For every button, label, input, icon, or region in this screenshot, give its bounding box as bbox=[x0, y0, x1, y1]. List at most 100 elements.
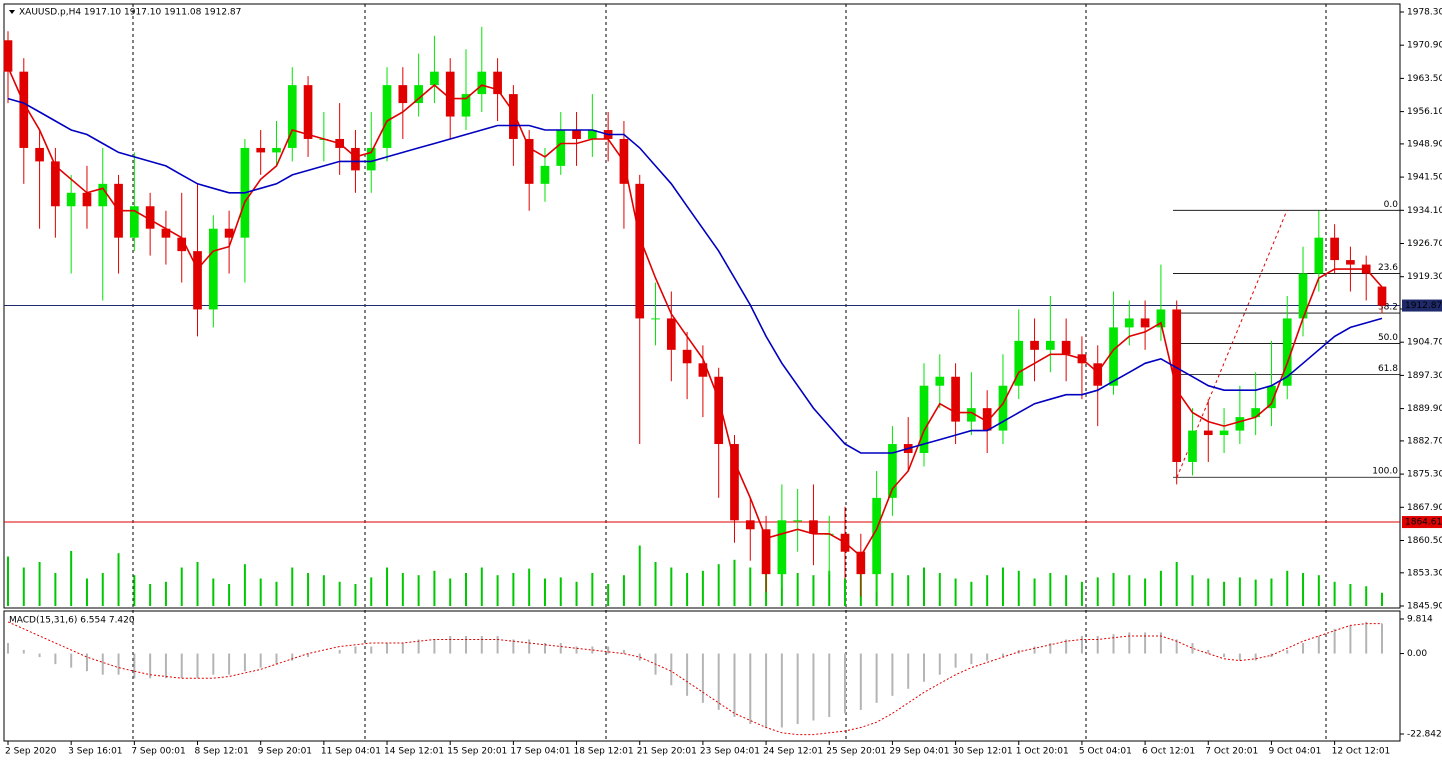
candle-body bbox=[398, 85, 408, 104]
y-tick-label: 1919.30 bbox=[1407, 272, 1442, 282]
candle-body bbox=[1298, 273, 1308, 319]
candle-body bbox=[477, 71, 487, 95]
x-tick-label: 30 Sep 12:01 bbox=[953, 747, 1013, 757]
candle-body bbox=[461, 94, 471, 117]
candle-body bbox=[287, 85, 297, 148]
candle-body bbox=[809, 520, 818, 534]
x-tick-label: 12 Oct 12:01 bbox=[1332, 747, 1391, 757]
fib-label: 61.8 bbox=[1378, 364, 1398, 374]
y-tick-label: 1875.30 bbox=[1407, 470, 1442, 480]
y-tick-label: 1934.10 bbox=[1407, 206, 1442, 216]
candle-body bbox=[193, 251, 202, 310]
x-tick-label: 11 Sep 04:01 bbox=[321, 747, 381, 757]
candle-body bbox=[382, 85, 392, 148]
candle-body bbox=[651, 318, 660, 320]
candle-body bbox=[967, 408, 976, 422]
candle-body bbox=[682, 349, 692, 364]
x-tick-label: 2 Sep 2020 bbox=[5, 747, 57, 757]
candle-body bbox=[130, 206, 139, 238]
candle-body bbox=[935, 376, 945, 386]
x-tick-label: 25 Sep 20:01 bbox=[826, 747, 886, 757]
menu-triangle bbox=[9, 10, 15, 14]
candle-body bbox=[493, 71, 502, 95]
candle-body bbox=[35, 147, 44, 162]
chart-title: XAUUSD.p,H4 1917.10 1917.10 1911.08 1912… bbox=[19, 8, 241, 18]
y-tick-label: 1904.70 bbox=[1407, 338, 1442, 348]
macd-panel-frame bbox=[3, 610, 1401, 742]
candle-body bbox=[1014, 340, 1024, 386]
candle-body bbox=[635, 183, 645, 319]
price-tag bbox=[1402, 299, 1442, 312]
x-tick-label: 17 Sep 04:01 bbox=[510, 747, 570, 757]
x-tick-label: 15 Sep 20:01 bbox=[447, 747, 507, 757]
candle-body bbox=[366, 147, 376, 171]
x-tick-label: 8 Sep 12:01 bbox=[195, 747, 249, 757]
fib-label: 50.0 bbox=[1378, 333, 1398, 343]
candle-body bbox=[666, 318, 676, 350]
candle-body bbox=[1235, 417, 1245, 431]
x-tick-label: 18 Sep 12:01 bbox=[574, 747, 634, 757]
x-tick-label: 21 Sep 20:01 bbox=[637, 747, 697, 757]
macd-signal bbox=[7, 621, 1382, 736]
x-tick-label: 29 Sep 04:01 bbox=[889, 747, 949, 757]
volume-bars bbox=[7, 545, 1383, 606]
candle-body bbox=[524, 138, 534, 184]
price-tag bbox=[1402, 516, 1442, 529]
candle-body bbox=[430, 71, 439, 86]
x-tick-label: 9 Sep 20:01 bbox=[258, 747, 312, 757]
y-tick-label: 1853.30 bbox=[1407, 568, 1442, 578]
x-tick-label: 5 Oct 04:01 bbox=[1079, 747, 1132, 757]
moving-average bbox=[7, 97, 1383, 454]
x-tick-label: 3 Sep 16:01 bbox=[68, 747, 122, 757]
candle-body bbox=[66, 192, 76, 207]
y-tick-label: 1963.50 bbox=[1407, 74, 1442, 84]
candle-body bbox=[556, 129, 566, 166]
candle-body bbox=[3, 40, 13, 72]
price-tag-label: 1864.61 bbox=[1405, 518, 1442, 528]
candle-body bbox=[872, 497, 881, 575]
candle-body bbox=[1282, 318, 1292, 386]
candle-body bbox=[856, 551, 866, 575]
y-tick-label: 1882.70 bbox=[1407, 436, 1442, 446]
candle-body bbox=[714, 376, 724, 445]
candle-body bbox=[224, 228, 234, 238]
candle-body bbox=[509, 94, 518, 139]
candle-body bbox=[351, 147, 360, 171]
candle-body bbox=[793, 520, 802, 522]
fib-label: 38.2 bbox=[1378, 303, 1398, 313]
y-tick-label: 1956.10 bbox=[1407, 107, 1442, 117]
separators bbox=[132, 4, 1327, 741]
x-tick-label: 23 Sep 04:01 bbox=[700, 747, 760, 757]
candle-body bbox=[540, 165, 550, 184]
y-tick-label: 1897.30 bbox=[1407, 371, 1442, 381]
price-tag-label: 1912.87 bbox=[1405, 301, 1442, 311]
candle-body bbox=[414, 85, 423, 104]
candle-body bbox=[51, 161, 60, 207]
candle-body bbox=[1330, 237, 1339, 261]
candle-body bbox=[777, 520, 787, 575]
candle-body bbox=[1188, 430, 1197, 462]
fib-label: 23.6 bbox=[1378, 263, 1398, 273]
candle-body bbox=[1251, 408, 1260, 418]
y-tick-label: 1926.70 bbox=[1407, 239, 1442, 249]
candle-body bbox=[19, 71, 29, 148]
candle-body bbox=[272, 147, 281, 153]
candle-body bbox=[256, 147, 266, 153]
candle-body bbox=[1046, 340, 1055, 350]
candle-body bbox=[730, 444, 739, 521]
moving-average bbox=[7, 66, 1383, 558]
candle-body bbox=[745, 520, 755, 530]
candle-body bbox=[1124, 318, 1134, 328]
y2-tick-label: 0.00 bbox=[1407, 649, 1427, 659]
fib-label: 0.0 bbox=[1384, 200, 1399, 210]
candle-body bbox=[98, 183, 108, 207]
candle-body bbox=[919, 385, 929, 454]
y2-tick-label: -22.842 bbox=[1407, 730, 1442, 740]
candle-body bbox=[1093, 363, 1103, 386]
x-tick-label: 7 Sep 00:01 bbox=[131, 747, 185, 757]
y-tick-label: 1941.50 bbox=[1407, 173, 1442, 183]
candle-body bbox=[588, 129, 597, 139]
candle-body bbox=[1109, 327, 1118, 386]
